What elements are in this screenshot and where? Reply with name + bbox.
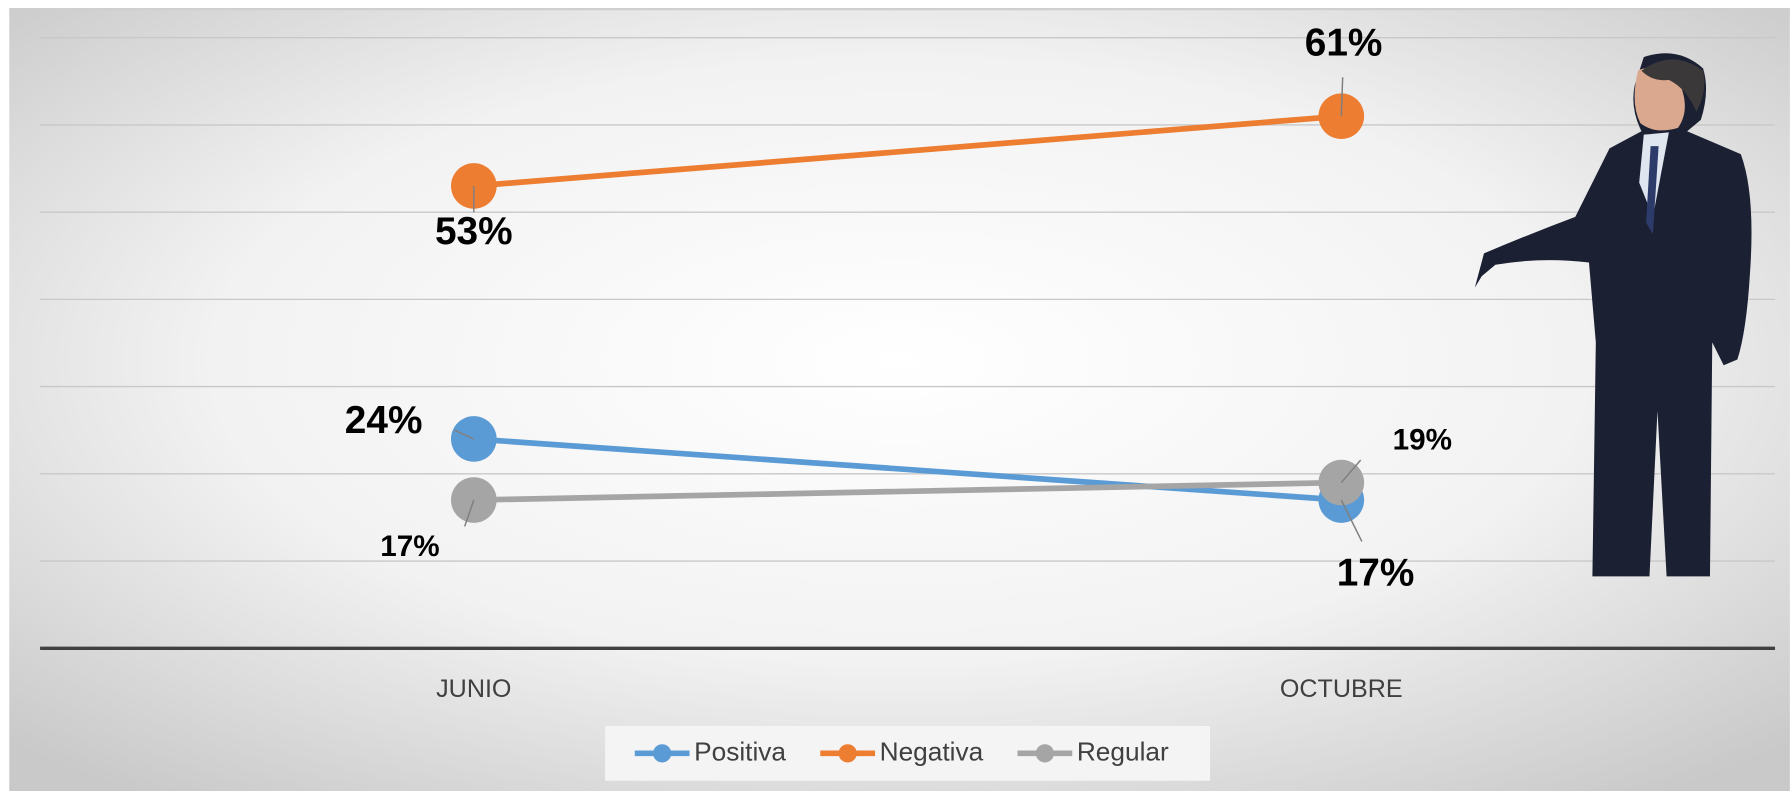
legend: Positiva Negativa Regular (634, 736, 1169, 766)
legend-marker (1035, 744, 1055, 763)
series-line (473, 436, 1342, 503)
data-label: 61% (1305, 22, 1383, 65)
x-tick-label: OCTUBRE (1280, 675, 1403, 703)
series-line (473, 113, 1342, 189)
label-leader (463, 499, 475, 527)
data-label: 53% (435, 210, 513, 253)
label-leader (1340, 459, 1362, 484)
data-label: 24% (345, 399, 423, 442)
series-line (473, 479, 1342, 503)
legend-label: Regular (1077, 736, 1169, 766)
person-figure (1474, 53, 1752, 577)
x-tick-label: JUNIO (436, 675, 511, 703)
legend-label: Negativa (880, 736, 984, 766)
data-label: 19% (1393, 423, 1452, 456)
label-leader (1340, 77, 1344, 117)
legend-marker (838, 744, 857, 763)
legend-label: Positiva (694, 736, 786, 766)
data-label: 17% (380, 530, 439, 563)
label-leader (1340, 499, 1363, 542)
point-marker (1318, 93, 1365, 140)
plot-background (9, 9, 1790, 791)
label-leader (454, 429, 475, 440)
data-label: 17% (1337, 552, 1415, 595)
legend-marker (653, 744, 672, 763)
legend-box (605, 725, 1211, 781)
data-labels: JUNIO OCTUBRE 24% 17% 53% 61% 17% 19% (345, 22, 1452, 704)
